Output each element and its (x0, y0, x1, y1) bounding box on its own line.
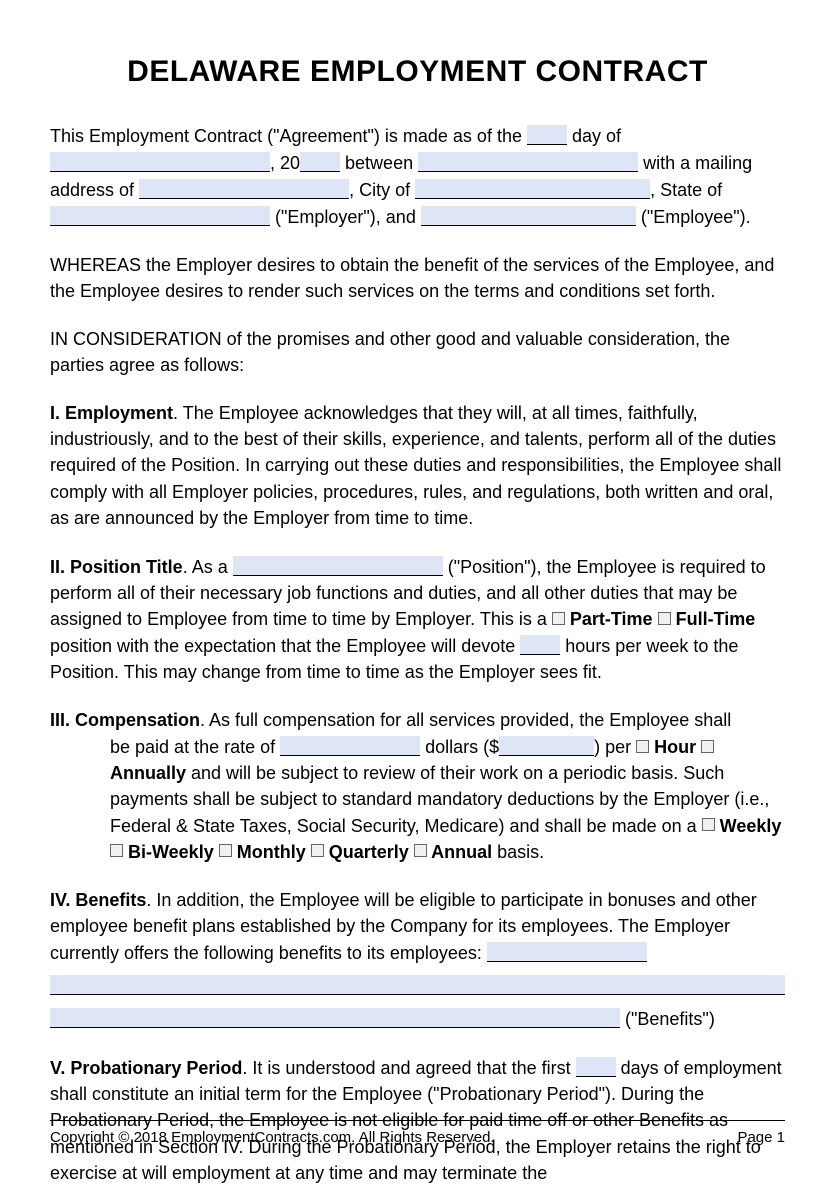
hours-field[interactable] (520, 635, 560, 655)
annual-label: Annual (427, 842, 492, 862)
text: , State of (650, 180, 722, 200)
text: and will be subject to review of their w… (110, 763, 769, 835)
copyright-text: Copyright © 2018 EmploymentContracts.com… (50, 1127, 495, 1149)
annually-label: Annually (110, 763, 186, 783)
text: , 20 (270, 153, 300, 173)
section-1: I. Employment. The Employee acknowledges… (50, 400, 785, 530)
consideration-paragraph: IN CONSIDERATION of the promises and oth… (50, 326, 785, 378)
day-field[interactable] (527, 125, 567, 145)
quarterly-label: Quarterly (324, 842, 414, 862)
text: . As a (183, 557, 233, 577)
text: day of (567, 126, 621, 146)
benefits-field-1[interactable] (487, 942, 647, 962)
benefits-field-2[interactable] (50, 975, 785, 995)
part-time-label: Part-Time (565, 609, 658, 629)
hour-checkbox[interactable] (636, 740, 649, 753)
employer-name-field[interactable] (418, 152, 638, 172)
address-field[interactable] (139, 179, 349, 199)
weekly-label: Weekly (715, 816, 782, 836)
text: ("Employer"), and (270, 207, 421, 227)
text: . It is understood and agreed that the f… (242, 1058, 575, 1078)
monthly-checkbox[interactable] (219, 844, 232, 857)
section-3: III. Compensation. As full compensation … (50, 707, 785, 865)
section-4-heading: IV. Benefits (50, 890, 146, 910)
text: basis. (492, 842, 544, 862)
text: This Employment Contract ("Agreement") i… (50, 126, 527, 146)
preamble-paragraph: This Employment Contract ("Agreement") i… (50, 122, 785, 230)
rate-words-field[interactable] (280, 736, 420, 756)
employee-name-field[interactable] (421, 206, 636, 226)
text: be paid at the rate of (110, 737, 280, 757)
city-field[interactable] (415, 179, 650, 199)
section-4: IV. Benefits. In addition, the Employee … (50, 887, 785, 1032)
text: dollars ($ (420, 737, 499, 757)
biweekly-label: Bi-Weekly (123, 842, 219, 862)
page-number: Page 1 (737, 1127, 785, 1149)
part-time-checkbox[interactable] (552, 612, 565, 625)
text: position with the expectation that the E… (50, 636, 520, 656)
rate-amount-field[interactable] (499, 736, 594, 756)
hour-label: Hour (649, 737, 701, 757)
monthly-label: Monthly (232, 842, 311, 862)
section-5-heading: V. Probationary Period (50, 1058, 242, 1078)
state-field[interactable] (50, 206, 270, 226)
biweekly-checkbox[interactable] (110, 844, 123, 857)
full-time-label: Full-Time (671, 609, 756, 629)
text: . In addition, the Employee will be elig… (50, 890, 757, 963)
month-field[interactable] (50, 152, 270, 172)
text: ) per (594, 737, 636, 757)
full-time-checkbox[interactable] (658, 612, 671, 625)
document-title: DELAWARE EMPLOYMENT CONTRACT (50, 50, 785, 94)
quarterly-checkbox[interactable] (311, 844, 324, 857)
section-2-heading: II. Position Title (50, 557, 183, 577)
annual-checkbox[interactable] (414, 844, 427, 857)
benefits-field-3[interactable] (50, 1008, 620, 1028)
footer: Copyright © 2018 EmploymentContracts.com… (50, 1120, 785, 1149)
year-field[interactable] (300, 152, 340, 172)
section-2: II. Position Title. As a ("Position"), t… (50, 553, 785, 685)
text: , City of (349, 180, 415, 200)
text: . As full compensation for all services … (200, 710, 731, 730)
section-3-heading: III. Compensation (50, 710, 200, 730)
probation-days-field[interactable] (576, 1057, 616, 1077)
text: between (340, 153, 418, 173)
weekly-checkbox[interactable] (702, 818, 715, 831)
position-field[interactable] (233, 556, 443, 576)
text: ("Benefits") (620, 1009, 715, 1029)
whereas-paragraph: WHEREAS the Employer desires to obtain t… (50, 252, 785, 304)
annually-checkbox[interactable] (701, 740, 714, 753)
section-1-heading: I. Employment (50, 403, 173, 423)
text: ("Employee"). (636, 207, 751, 227)
